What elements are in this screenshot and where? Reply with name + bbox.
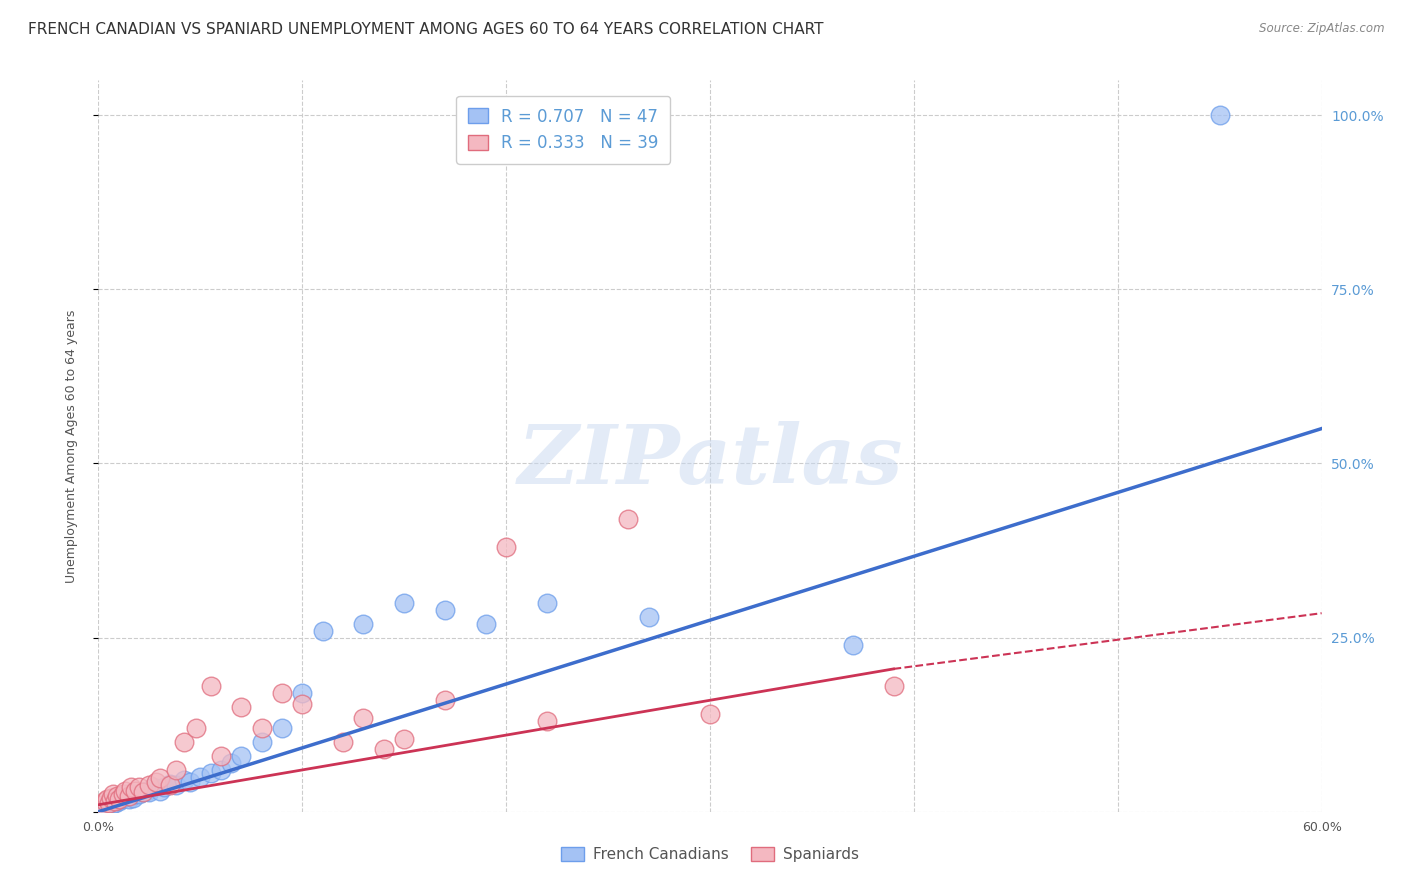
Point xyxy=(250,735,273,749)
Point xyxy=(128,787,150,801)
Point xyxy=(101,794,124,808)
Point xyxy=(97,794,120,808)
Point xyxy=(100,790,122,805)
Point xyxy=(152,780,174,795)
Point xyxy=(209,749,232,764)
Point xyxy=(97,797,120,811)
Point xyxy=(474,616,498,631)
Point xyxy=(124,787,146,801)
Point xyxy=(122,790,145,805)
Point xyxy=(104,792,127,806)
Point xyxy=(173,735,195,749)
Point xyxy=(536,714,558,728)
Point xyxy=(638,609,661,624)
Point xyxy=(231,749,253,764)
Point xyxy=(100,797,122,812)
Point xyxy=(883,679,905,693)
Point xyxy=(270,686,294,700)
Point xyxy=(617,512,640,526)
Point xyxy=(96,797,118,812)
Point xyxy=(128,780,150,795)
Point xyxy=(149,772,172,786)
Point xyxy=(434,693,457,707)
Point xyxy=(110,792,132,806)
Point xyxy=(114,789,136,804)
Point xyxy=(352,711,374,725)
Point xyxy=(270,721,294,735)
Point xyxy=(91,801,114,815)
Point xyxy=(165,763,187,777)
Point xyxy=(101,787,124,801)
Point xyxy=(124,784,146,798)
Point xyxy=(142,780,165,795)
Point xyxy=(841,638,863,652)
Point xyxy=(392,596,416,610)
Point xyxy=(138,785,160,799)
Point xyxy=(186,721,208,735)
Point xyxy=(118,792,141,806)
Point xyxy=(231,700,253,714)
Point xyxy=(132,785,155,799)
Point xyxy=(159,778,181,792)
Point xyxy=(392,731,416,746)
Point xyxy=(1209,108,1232,122)
Text: ZIPatlas: ZIPatlas xyxy=(517,421,903,500)
Point xyxy=(120,780,142,795)
Point xyxy=(149,784,172,798)
Point xyxy=(132,785,155,799)
Y-axis label: Unemployment Among Ages 60 to 64 years: Unemployment Among Ages 60 to 64 years xyxy=(65,310,77,582)
Point xyxy=(104,794,127,808)
Point xyxy=(200,766,222,780)
Point xyxy=(200,679,222,693)
Point xyxy=(373,742,395,756)
Point xyxy=(145,775,167,789)
Point xyxy=(114,784,136,798)
Point xyxy=(138,778,160,792)
Point xyxy=(219,756,242,770)
Point xyxy=(312,624,335,638)
Point xyxy=(536,596,558,610)
Point xyxy=(291,697,314,711)
Point xyxy=(97,797,120,811)
Point xyxy=(173,773,195,788)
Text: Source: ZipAtlas.com: Source: ZipAtlas.com xyxy=(1260,22,1385,36)
Point xyxy=(108,792,131,806)
Point xyxy=(332,735,354,749)
Point xyxy=(159,777,181,791)
Point xyxy=(699,707,721,722)
Point xyxy=(105,789,128,804)
Point xyxy=(111,790,134,805)
Point xyxy=(352,616,374,631)
Point xyxy=(111,787,134,801)
Point xyxy=(108,794,131,808)
Point xyxy=(434,603,457,617)
Point xyxy=(104,797,127,811)
Point xyxy=(495,540,517,554)
Point xyxy=(291,686,314,700)
Point xyxy=(96,792,118,806)
Point xyxy=(105,790,128,805)
Point xyxy=(91,797,114,812)
Legend: French Canadians, Spaniards: French Canadians, Spaniards xyxy=(553,839,868,870)
Point xyxy=(118,789,141,804)
Point xyxy=(179,775,201,789)
Point xyxy=(120,789,142,804)
Point xyxy=(136,784,159,798)
Point xyxy=(165,778,187,792)
Point xyxy=(93,794,115,808)
Point xyxy=(115,787,138,801)
Text: FRENCH CANADIAN VS SPANIARD UNEMPLOYMENT AMONG AGES 60 TO 64 YEARS CORRELATION C: FRENCH CANADIAN VS SPANIARD UNEMPLOYMENT… xyxy=(28,22,824,37)
Point xyxy=(188,770,212,784)
Point xyxy=(209,763,232,777)
Point xyxy=(250,721,273,735)
Point xyxy=(93,799,115,814)
